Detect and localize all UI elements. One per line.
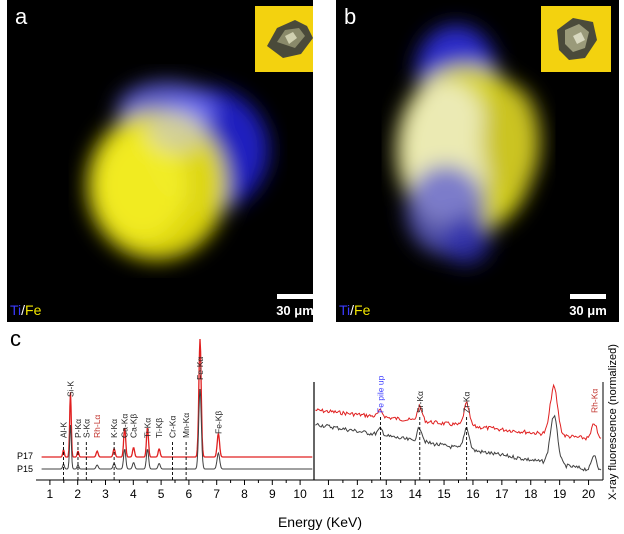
panel-a-inset-photo [255,6,313,72]
panel-a-label: a [15,4,28,29]
peak-label: Ti-Kβ [154,418,164,438]
x-tick-label: 16 [466,487,480,501]
panel-b-label: b [344,4,357,29]
peak-label: Mn-Kα [181,413,191,438]
legend-ti: Ti [339,302,351,318]
peak-label: Ca-Kα [120,414,130,438]
peak-label: Al-K [59,422,69,438]
panel-b-xrf-map [396,25,541,265]
x-tick-label: 3 [102,487,109,501]
x-tick-label: 12 [351,487,365,501]
panel-b-inset-photo [541,6,611,72]
panel-c-label: c [10,326,21,351]
x-tick-label: 13 [380,487,394,501]
x-tick-label: 7 [213,487,220,501]
panel-b-map: b Ti/Fe 30 μm [336,0,619,322]
x-tick-label: 2 [74,487,81,501]
x-tick-label: 14 [408,487,422,501]
legend-fe: Fe [354,302,371,318]
x-tick-label: 18 [524,487,538,501]
chart-labels: Energy (KeV) X-ray fluorescence (normaliz… [17,344,619,530]
peak-label: S-Kα [81,419,91,438]
peak-label: Zr-Kα [462,391,472,413]
legend-separator: / [350,302,355,318]
xrf-spectra-chart: 1 2 3 4 5 6 7 8 9 10 11 12 13 14 15 16 17 18 19 20 Energy (… [17,338,619,530]
scale-bar-label: 30 μm [569,303,607,318]
peak-label: Si-K [65,381,75,397]
legend-fe: Fe [25,302,42,318]
x-tick-label: 19 [553,487,567,501]
series-label-p17: P17 [17,451,33,461]
x-tick-label: 6 [186,487,193,501]
right-spectrum-plot [315,383,602,472]
x-axis-label: Energy (KeV) [278,514,362,530]
x-tick-label: 8 [241,487,248,501]
x-tick-label: 17 [495,487,509,501]
peak-label: Cr-Kα [167,416,177,438]
panel-b-legend: Ti/Fe [339,302,370,318]
peak-label: Sr-Kα [415,391,425,413]
panel-a-map: a Ti/Fe 30 μm [7,0,313,322]
x-tick-label: 5 [158,487,165,501]
x-tick-label: 4 [130,487,137,501]
left-spectrum-plot [41,338,313,470]
legend-separator: / [21,302,26,318]
peak-label: K-Kα [109,419,119,438]
scale-bar-line [570,294,606,299]
peak-label: Fe-Kβ [213,411,223,434]
x-tick-label: 15 [437,487,451,501]
panel-a-scale-bar: 30 μm [271,294,313,318]
panel-b-scale-bar: 30 μm [564,294,612,318]
series-p17-right [315,383,602,441]
peak-label: Rh-Kα [589,389,599,413]
x-tick-label: 1 [47,487,54,501]
panel-a-legend: Ti/Fe [10,302,41,318]
x-tick-label: 10 [293,487,307,501]
scale-bar-label: 30 μm [276,303,313,318]
x-tick-label: 20 [582,487,596,501]
panel-a-xrf-map [87,82,269,260]
scale-bar-line [277,294,313,299]
peak-label: Ca-Kβ [129,414,139,438]
series-p17-left [41,338,313,458]
y-axis-label: X-ray fluorescence (normalized) [607,344,619,500]
x-tick-label: 9 [269,487,276,501]
legend-ti: Ti [10,302,22,318]
peak-label: Rh-Lα [92,415,102,438]
peak-label: Ti-Kα [142,418,152,438]
peak-label: P-Kα [73,419,83,438]
x-tick-label: 11 [322,487,335,501]
series-p15-right [315,414,602,472]
chart-axes: 1 2 3 4 5 6 7 8 9 10 11 12 13 14 15 16 17 18 19 20 [36,382,604,501]
series-label-p15: P15 [17,464,33,474]
peak-label: Fe pile up [375,375,385,413]
peak-label: Fe-Kα [195,357,205,380]
